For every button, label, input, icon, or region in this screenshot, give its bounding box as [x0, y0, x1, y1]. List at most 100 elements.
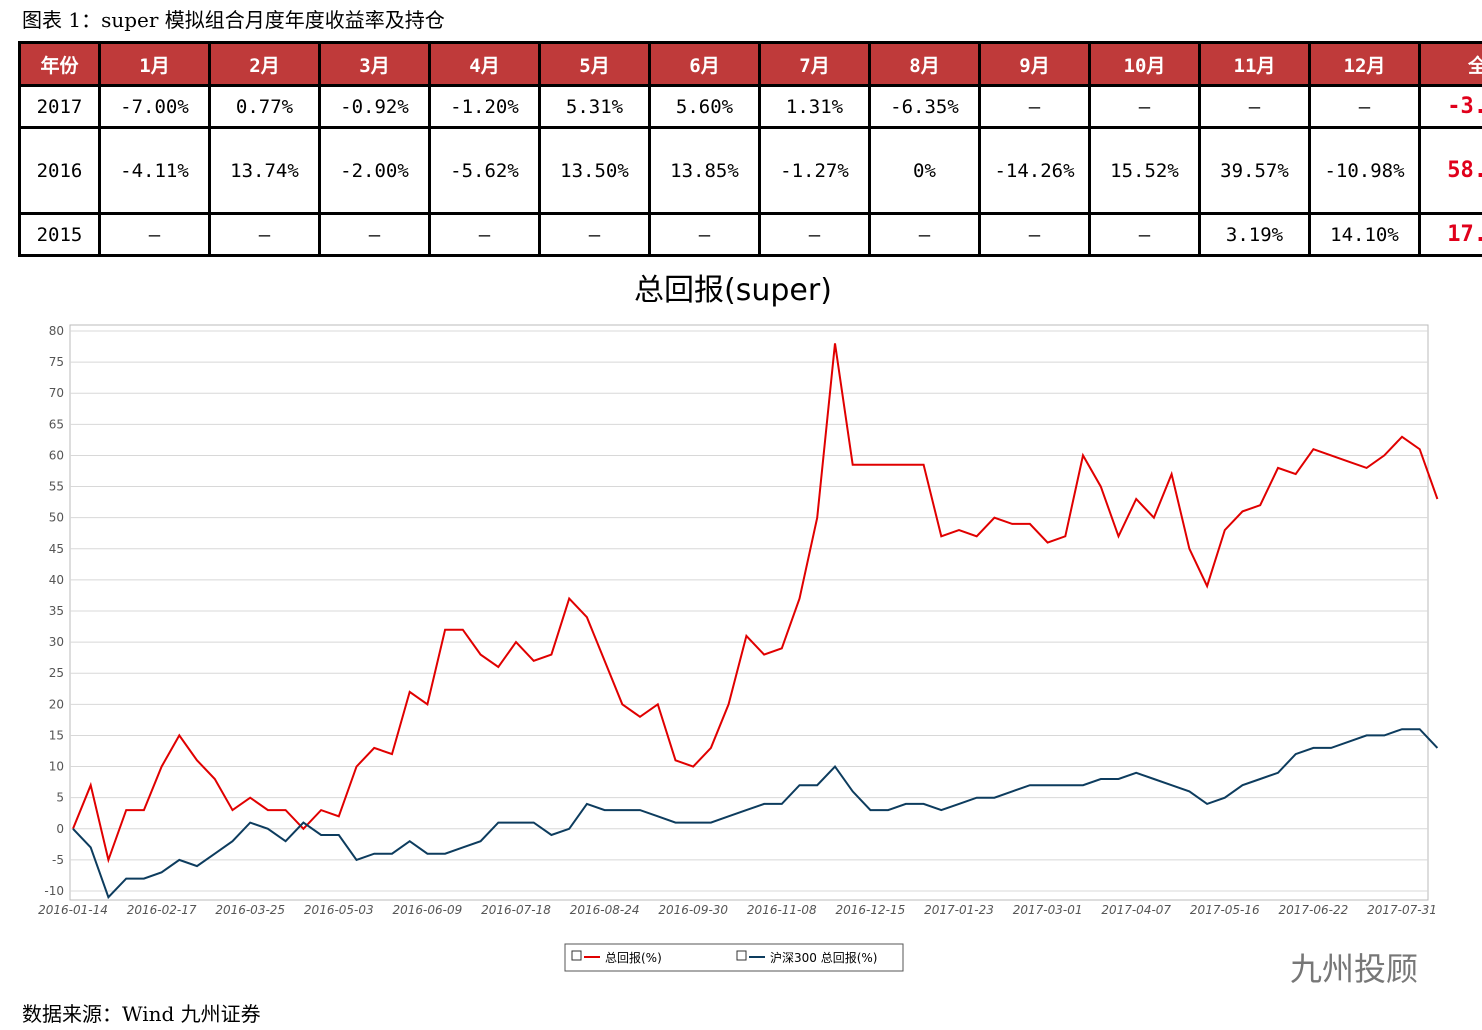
cell: -7.00%	[98, 84, 211, 129]
cell: 5.31%	[538, 84, 651, 129]
y-tick-label: 65	[49, 417, 64, 431]
cell: 11月	[1198, 41, 1311, 87]
cell: –	[318, 212, 431, 257]
row: 2016 -4.11% 13.74% -2.00% -5.62% 13.50% 13.85%…	[18, 126, 1482, 215]
y-tick-label: 80	[49, 324, 64, 338]
cell: –	[1308, 84, 1421, 129]
cell: –	[978, 212, 1091, 257]
x-tick-label: 2017-03-01	[1013, 903, 1083, 917]
row: 年份1月2月3月4月5月6月7月8月9月10月11月12月全年	[18, 41, 1482, 87]
cell: 14.10%	[1308, 212, 1421, 257]
y-tick-label: 70	[49, 386, 64, 400]
cell: 2月	[208, 41, 321, 87]
y-tick-label: 25	[49, 666, 64, 680]
cell: 4月	[428, 41, 541, 87]
cell: 年份	[18, 41, 101, 87]
cell: 2017	[18, 84, 101, 129]
x-tick-label: 2016-08-24	[570, 903, 640, 917]
cell: 13.85%	[648, 126, 761, 215]
cell: -4.11%	[98, 126, 211, 215]
series-line	[72, 728, 1439, 900]
x-tick-label: 2016-12-15	[836, 903, 906, 917]
cell: 5.60%	[648, 84, 761, 129]
y-tick-label: -10	[44, 884, 64, 898]
x-tick-label: 2016-05-03	[304, 903, 374, 917]
cell: -5.62%	[428, 126, 541, 215]
cell: -0.92%	[318, 84, 431, 129]
x-tick-label: 2016-03-25	[215, 903, 285, 917]
cell: 58.39%	[1418, 126, 1482, 215]
cell: 0%	[868, 126, 981, 215]
x-tick-label: 2017-01-23	[924, 903, 994, 917]
caption: 图表 1：super 模拟组合月度年度收益率及持仓	[22, 8, 445, 32]
y-tick-label: 75	[49, 355, 64, 369]
watermark: 九州投顾	[1290, 950, 1419, 988]
cell: 10月	[1088, 41, 1201, 87]
x-tick-label: 2016-01-14	[38, 903, 108, 917]
cell: 1月	[98, 41, 211, 87]
row: 2017 -7.00% 0.77% -0.92% -1.20% 5.31% 5.60% 1.3…	[18, 84, 1482, 129]
cell: –	[428, 212, 541, 257]
y-tick-label: 60	[49, 448, 64, 462]
cell: –	[1198, 84, 1311, 129]
cell: –	[978, 84, 1091, 129]
x-tick-label: 2016-02-17	[127, 903, 197, 917]
legend-label: 总回报(%)	[605, 950, 662, 965]
cell: –	[868, 212, 981, 257]
cell: 2016	[18, 126, 101, 215]
y-tick-label: 35	[49, 604, 64, 618]
y-tick-label: 15	[49, 728, 64, 742]
cell: 13.50%	[538, 126, 651, 215]
cell: 1.31%	[758, 84, 871, 129]
cell: 7月	[758, 41, 871, 87]
cell: -1.20%	[428, 84, 541, 129]
cell: -2.00%	[318, 126, 431, 215]
returns-table: 年份1月2月3月4月5月6月7月8月9月10月11月12月全年2017-7.00…	[18, 41, 1482, 257]
cell: –	[1088, 84, 1201, 129]
cell: –	[648, 212, 761, 257]
cell: 全年	[1418, 41, 1482, 87]
cell: –	[1088, 212, 1201, 257]
y-tick-label: -5	[52, 853, 64, 867]
cell: 5月	[538, 41, 651, 87]
x-tick-label: 2016-09-30	[658, 903, 728, 917]
y-tick-label: 45	[49, 542, 64, 556]
x-tick-label: 2016-11-08	[747, 903, 817, 917]
x-tick-label: 2016-06-09	[393, 903, 463, 917]
cell: 3.19%	[1198, 212, 1311, 257]
y-tick-label: 55	[49, 480, 64, 494]
x-tick-label: 2017-05-16	[1190, 903, 1260, 917]
x-tick-label: 2016-07-18	[481, 903, 551, 917]
y-tick-label: 20	[49, 697, 64, 711]
cell: 8月	[868, 41, 981, 87]
source-note: 数据来源：Wind 九州证券	[22, 1002, 261, 1026]
cell: 0.77%	[208, 84, 321, 129]
y-tick-label: 0	[56, 822, 64, 836]
cell: -10.98%	[1308, 126, 1421, 215]
cell: -1.27%	[758, 126, 871, 215]
cell: 6月	[648, 41, 761, 87]
cell: 3月	[318, 41, 431, 87]
legend-box	[564, 943, 904, 972]
legend-check	[571, 950, 582, 961]
cell: 13.74%	[208, 126, 321, 215]
cell: –	[98, 212, 211, 257]
cell: -14.26%	[978, 126, 1091, 215]
cell: 2015	[18, 212, 101, 257]
cell: –	[758, 212, 871, 257]
cell: 12月	[1308, 41, 1421, 87]
cell: –	[208, 212, 321, 257]
row: 2015––––––––––3.19%14.10%17.74%	[18, 212, 1482, 257]
y-tick-label: 30	[49, 635, 64, 649]
y-tick-label: 10	[49, 760, 64, 774]
cell: -6.35%	[868, 84, 981, 129]
plot-frame	[69, 324, 1429, 901]
chart-title: 总回报(super)	[634, 273, 832, 308]
cell: 39.57%	[1198, 126, 1311, 215]
x-tick-label: 2017-04-07	[1101, 903, 1171, 917]
y-tick-label: 5	[56, 791, 64, 805]
y-tick-label: 40	[49, 573, 64, 587]
legend-label: 沪深300 总回报(%)	[770, 950, 878, 965]
